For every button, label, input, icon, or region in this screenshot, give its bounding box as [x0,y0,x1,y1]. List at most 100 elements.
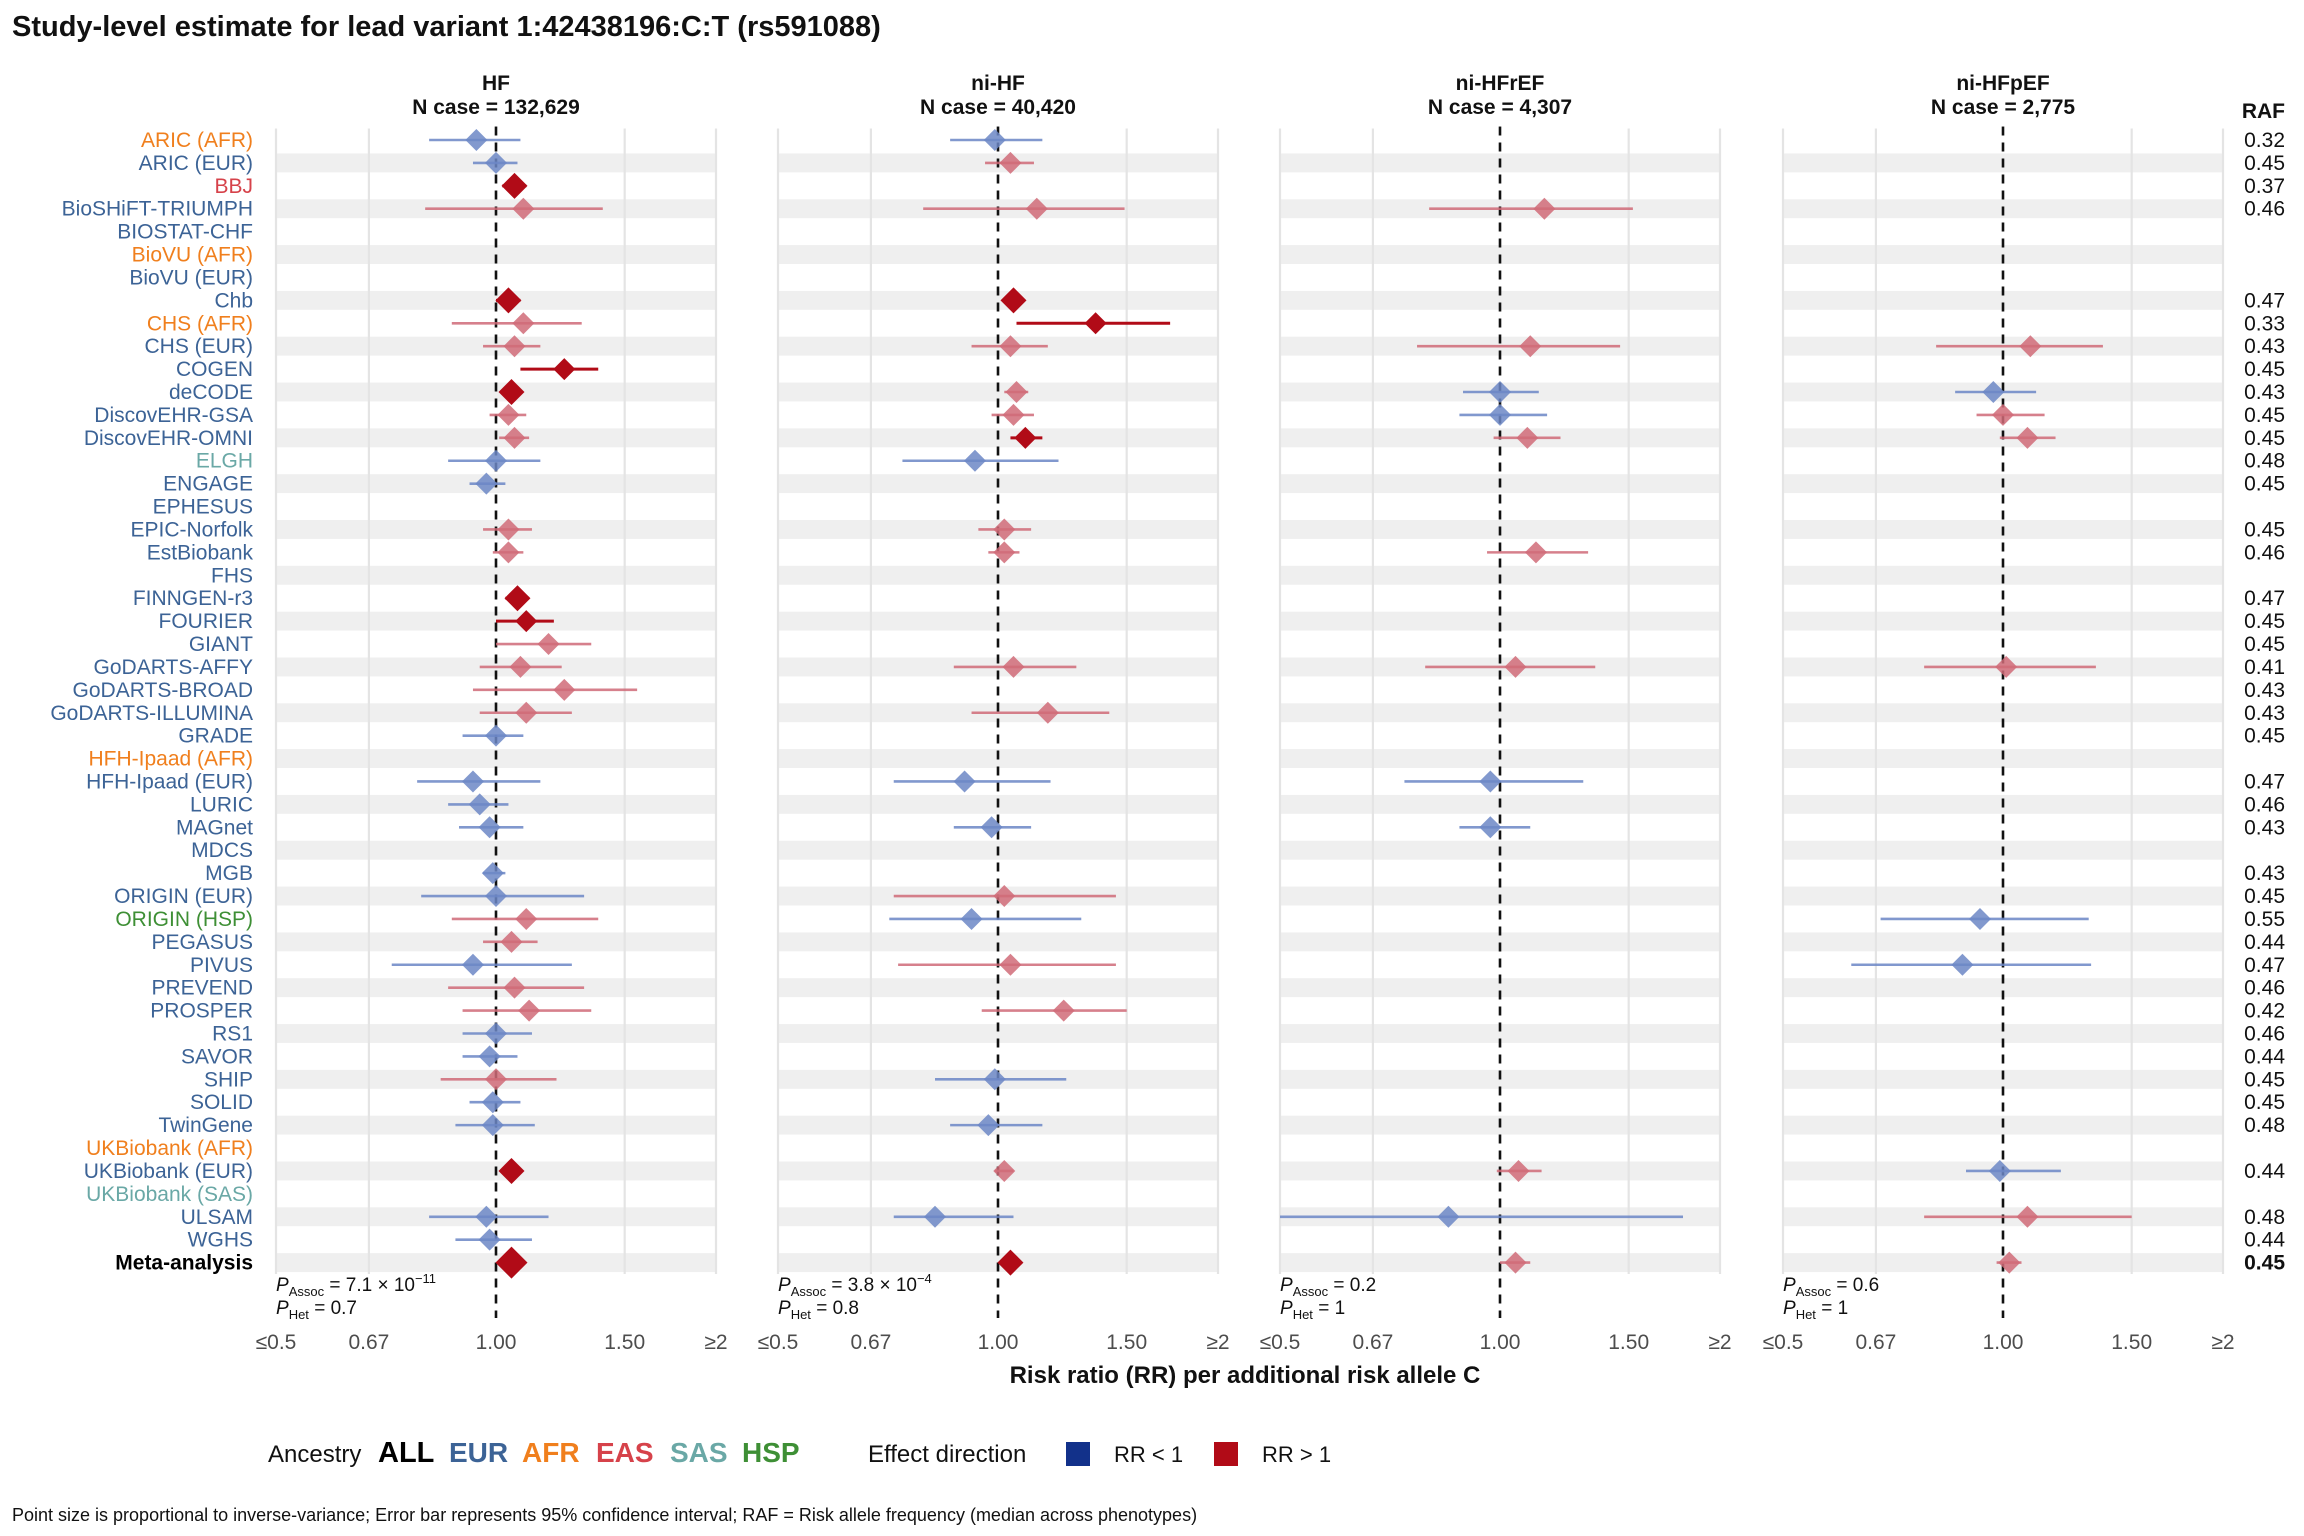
estimate-point [1995,655,2018,678]
x-tick-label: ≥2 [2211,1331,2234,1354]
panel-ncase: N case = 132,629 [412,96,580,119]
study-label: HFH-Ipaad (EUR) [86,770,253,793]
estimate-point [980,816,1003,839]
x-tick-label: ≥2 [704,1331,727,1354]
raf-value: 0.46 [2244,198,2285,221]
legend-ancestry-afr: AFR [522,1437,580,1468]
row-stripe [1783,703,2223,723]
study-label: ORIGIN (HSP) [115,908,253,931]
estimate-point [512,312,535,335]
estimate-point [461,770,484,793]
x-axis-ticks: ≤0.5 0.67 1.00 1.50 ≥2 ≤0.5 0.67 1.00 1.50 ≥2 ≤0.5… [256,1331,2235,1354]
estimate-point [1516,426,1539,449]
x-tick-label: 1.00 [978,1331,1019,1354]
x-tick-label: ≥2 [1206,1331,1229,1354]
estimate-point [1005,381,1028,404]
p-assoc: PAssoc = 7.1 × 10−11 [276,1271,436,1299]
estimate-point [953,770,976,793]
estimate-point [1504,1251,1527,1274]
study-label: ELGH [196,450,253,473]
estimate-point [518,999,541,1022]
row-stripe [778,290,1218,310]
estimate-point [478,816,501,839]
row-stripe [1280,290,1720,310]
legend-ancestry-sas: SAS [670,1437,728,1468]
panel-ncase: N case = 40,420 [920,96,1076,119]
estimate-point [1504,655,1527,678]
study-label: BioVU (AFR) [132,244,253,267]
study-label: FINNGEN-r3 [133,587,253,610]
study-label: SOLID [190,1091,253,1114]
raf-value: 0.45 [2244,1068,2285,1091]
row-stripe [1783,611,2223,631]
legend-effect-label: RR < 1 [1114,1442,1183,1467]
estimate-point [485,449,507,472]
study-label: DiscovEHR-OMNI [84,427,253,450]
legend-ancestry-eur: EUR [449,1437,508,1468]
estimate-point [993,1159,1016,1182]
study-label: EstBiobank [147,541,254,564]
raf-value: 0.47 [2244,289,2285,312]
p-het: PHet = 0.7 [276,1298,357,1322]
raf-value: 0.47 [2244,587,2285,610]
panel-title: HF [482,72,510,95]
raf-value: 0.48 [2244,1206,2285,1229]
estimate-point [1524,541,1547,564]
study-label: UKBiobank (SAS) [86,1183,253,1206]
study-label: CHS (AFR) [147,312,253,335]
estimate-point [1992,403,2014,426]
raf-value: 0.45 [2244,404,2285,427]
study-label: GoDARTS-BROAD [73,679,253,702]
raf-column: 0.320.450.370.460.470.330.430.450.430.45… [2244,129,2285,1275]
raf-value: 0.47 [2244,954,2285,977]
panel-title: ni-HFrEF [1456,72,1545,95]
row-stripe [778,932,1218,952]
study-label: TwinGene [158,1114,253,1137]
estimate-point [485,724,507,747]
estimate-point [993,885,1016,908]
row-stripe [778,382,1218,402]
estimate-point [497,403,520,426]
raf-value: 0.47 [2244,770,2285,793]
x-tick-label: 1.00 [1480,1331,1521,1354]
estimate-point [485,1068,507,1091]
legend-swatch [1214,1442,1238,1466]
x-tick-label: ≤0.5 [758,1331,799,1354]
study-label: WGHS [188,1229,253,1252]
study-label: UKBiobank (EUR) [84,1160,253,1183]
grid-lines [274,128,2225,1275]
study-label: PROSPER [150,1000,253,1023]
x-tick-label: ≤0.5 [1763,1331,1804,1354]
raf-value: 0.43 [2244,816,2285,839]
p-assoc: PAssoc = 0.2 [1280,1275,1376,1299]
estimate-point [515,610,538,633]
p-het: PHet = 0.8 [778,1298,859,1322]
row-stripe [1280,703,1720,723]
raf-value: 0.43 [2244,862,2285,885]
row-stripe [778,978,1218,998]
p-assoc: PAssoc = 0.6 [1783,1275,1879,1299]
estimate-point [485,885,507,908]
meta-analysis-label: Meta-analysis [115,1252,253,1275]
study-label: BIOSTAT-CHF [117,221,253,244]
study-label: SHIP [204,1068,253,1091]
estimate-point [537,633,560,656]
estimate-point [500,930,523,953]
study-label: GRADE [178,725,253,748]
raf-value: 0.45 [2244,1252,2285,1275]
estimate-point [1052,999,1075,1022]
study-label: MAGnet [176,816,253,839]
estimate-point [983,129,1006,151]
reference-lines [494,126,2005,1318]
row-stripe [1280,978,1720,998]
raf-value: 0.45 [2244,427,2285,450]
raf-value: 0.43 [2244,335,2285,358]
row-stripe [1783,932,2223,952]
raf-value: 0.45 [2244,633,2285,656]
footnote: Point size is proportional to inverse-va… [12,1505,1197,1525]
x-tick-label: 0.67 [1352,1331,1393,1354]
estimate-point [993,541,1016,564]
estimate-point [1489,403,1511,426]
legend-ancestry-eas: EAS [596,1437,654,1468]
